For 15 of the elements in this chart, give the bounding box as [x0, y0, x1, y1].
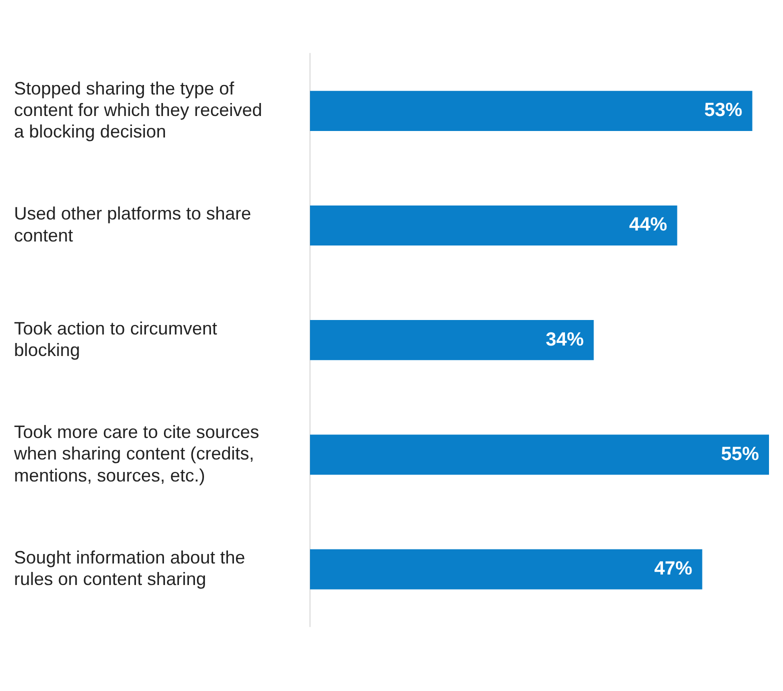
bar: [310, 434, 769, 475]
data-label: 55%: [720, 444, 760, 465]
data-label: 47%: [654, 558, 692, 580]
bar: [310, 549, 702, 590]
bar: [310, 90, 752, 131]
y-tick-label: Took action to circumvent blocking: [14, 318, 218, 360]
data-label: 34%: [546, 329, 584, 350]
y-tick-label: Took more care to cite sources when sharing content (credits, mentions, sources, etc.): [13, 422, 260, 486]
bar: [310, 320, 594, 360]
y-tick-label: Sought information about the rules on content sharing: [14, 547, 246, 590]
y-tick-label: Used other platforms to share content: [14, 204, 252, 246]
data-label: 44%: [629, 214, 668, 236]
y-tick-label: Stopped sharing the type of content for which they received a blocking decision: [14, 78, 262, 142]
data-label: 53%: [704, 100, 742, 122]
bar: [310, 205, 678, 246]
